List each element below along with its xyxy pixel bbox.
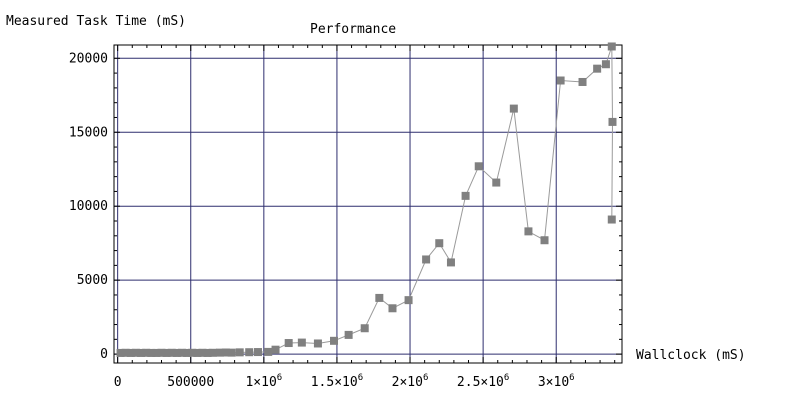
data-point-marker [492,178,501,187]
data-point-marker [183,348,192,357]
data-point-marker [221,348,230,357]
y-tick-label: 20000 [69,51,108,66]
data-point-marker [509,104,518,113]
y-tick-label: 0 [100,347,108,362]
y-axis-title: Measured Task Time (mS) [6,14,186,29]
data-point-marker [253,348,262,357]
data-point-marker [388,304,397,313]
y-tick-label: 15000 [69,125,108,140]
data-point-marker [142,348,151,357]
data-point-marker [593,64,602,73]
data-point-marker [245,348,254,357]
data-point-marker [264,347,273,356]
tick-labels: 0 500000 1×106 1.5×106 2×106 2.5×106 3×106 0 500… [69,51,575,390]
data-point-marker [126,348,135,357]
x-tick-label: 2.5×106 [457,373,509,390]
data-point-marker [297,338,306,347]
data-point-marker [147,348,156,357]
data-point-marker [284,339,293,348]
data-point-marker [524,227,533,236]
data-point-marker [422,255,431,264]
data-series [116,42,617,357]
data-point-marker [330,336,339,345]
data-point-marker [404,296,413,305]
data-point-marker [167,348,176,357]
data-point-marker [435,239,444,248]
data-point-marker [271,345,280,354]
y-tick-label: 10000 [69,199,108,214]
axis-ticks [114,45,622,363]
data-point-marker [607,42,616,51]
data-point-marker [157,348,166,357]
data-point-marker [208,348,217,357]
data-point-marker [607,215,616,224]
data-point-marker [313,339,322,348]
data-point-marker [131,348,140,357]
grid-lines [114,45,622,363]
x-tick-label: 1×106 [245,373,282,390]
data-point-marker [608,117,617,126]
data-point-marker [556,76,565,85]
data-point-marker [137,348,146,357]
x-tick-label: 2×106 [392,373,429,390]
data-point-marker [162,348,171,357]
data-point-marker [177,348,186,357]
series-line [120,46,614,354]
data-point-marker [215,348,224,357]
x-tick-label: 500000 [167,375,214,390]
data-point-marker [198,348,207,357]
data-point-marker [344,330,353,339]
x-tick-label: 3×106 [538,373,575,390]
data-point-marker [203,348,212,357]
data-point-marker [172,348,181,357]
data-point-marker [235,348,244,357]
data-point-marker [116,348,125,357]
x-tick-label: 1.5×106 [311,373,363,390]
data-point-marker [446,258,455,267]
data-point-marker [193,348,202,357]
x-tick-label: 0 [114,375,122,390]
data-point-marker [121,348,130,357]
plot-frame [113,44,623,364]
data-point-marker [461,191,470,200]
y-tick-label: 5000 [77,273,108,288]
data-point-marker [360,324,369,333]
data-point-marker [227,348,236,357]
data-point-marker [474,162,483,171]
data-point-marker [152,348,161,357]
chart-title: Performance [310,22,396,37]
data-point-marker [540,236,549,245]
data-point-marker [375,293,384,302]
x-axis-title: Wallclock (mS) [636,348,746,363]
data-point-marker [578,77,587,86]
data-point-marker [188,348,197,357]
data-point-marker [601,60,610,69]
